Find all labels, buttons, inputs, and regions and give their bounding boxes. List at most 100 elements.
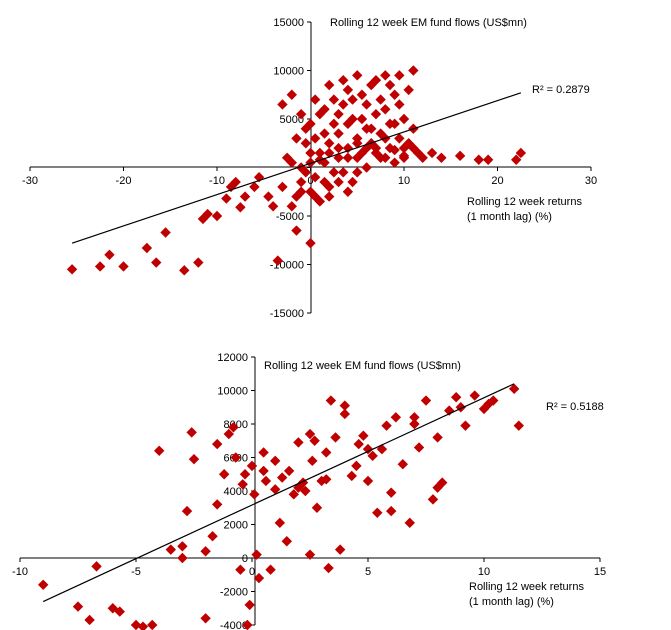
- chart-2-x-label-line-2: (1 month lag) (%): [469, 596, 554, 608]
- chart-1-data-point: [193, 257, 204, 268]
- chart-2-y-tick-label: 4000: [224, 486, 248, 498]
- chart-1-data-point: [230, 176, 241, 188]
- chart-1-data-point: [380, 104, 391, 115]
- chart-1-data-point: [309, 191, 321, 202]
- chart-1-y-tick-label: 10000: [273, 66, 304, 78]
- chart-2-data-point: [339, 400, 350, 411]
- chart-2-data-point: [413, 442, 425, 453]
- chart-1-data-point: [403, 84, 414, 96]
- chart-1-data-point: [221, 193, 232, 204]
- chart-2-data-point: [321, 447, 332, 458]
- chart-2-data-point: [246, 460, 258, 472]
- chart-1-data-point: [338, 75, 349, 86]
- chart-2-data-point: [409, 412, 420, 423]
- chart-1: -30-20-100102030150001000050000-5000-100…: [22, 17, 597, 320]
- chart-2-x-tick-label: 15: [594, 566, 606, 578]
- chart-1-data-point: [333, 108, 344, 120]
- chart-1-r-squared: R² = 0.2879: [532, 84, 590, 96]
- chart-1-data-point: [398, 142, 410, 154]
- chart-1-data-point: [342, 142, 354, 154]
- chart-1-data-point: [361, 162, 372, 173]
- chart-2-data-point: [207, 531, 218, 542]
- chart-1-data-point: [309, 94, 321, 105]
- chart-2-data-point: [367, 450, 378, 462]
- chart-1-data-point: [426, 147, 438, 159]
- chart-1-data-point: [295, 162, 307, 173]
- chart-2-y-tick-label: 12000: [217, 352, 248, 364]
- chart-2-x-tick-label: 5: [365, 566, 371, 578]
- chart-2-data-point: [244, 599, 255, 611]
- chart-2-data-point: [330, 432, 341, 443]
- chart-1-data-point: [380, 70, 391, 81]
- chart-1-data-point: [239, 191, 251, 202]
- chart-1-data-point: [309, 133, 321, 144]
- chart-2-data-point: [346, 470, 357, 482]
- chart-2-data-point: [283, 465, 295, 477]
- chart-2-data-point: [334, 544, 346, 555]
- chart-1-data-point: [370, 75, 382, 86]
- chart-2-data-point: [390, 412, 402, 423]
- chart-2-data-point: [323, 562, 334, 574]
- chart-1-data-point: [342, 118, 354, 130]
- chart-1-data-point: [295, 108, 307, 120]
- chart-1-data-point: [394, 99, 405, 110]
- chart-1-data-point: [417, 152, 428, 163]
- chart-1-title: Rolling 12 week EM fund flows (US$mn): [330, 17, 527, 29]
- chart-2-x-tick-label: -10: [12, 566, 28, 578]
- chart-1-data-point: [408, 142, 419, 154]
- chart-1-data-point: [389, 118, 400, 130]
- chart-2-data-point: [513, 420, 524, 431]
- chart-2-data-point: [351, 460, 362, 472]
- chart-1-data-point: [179, 265, 190, 276]
- chart-1-x-tick-label: 0: [307, 175, 313, 187]
- chart-1-data-point: [324, 138, 335, 149]
- chart-1-data-point: [333, 128, 344, 139]
- chart-2-data-point: [237, 479, 248, 490]
- chart-2-data-point: [177, 541, 188, 552]
- chart-1-y-tick-label: -15000: [270, 308, 304, 320]
- chart-1-data-point: [291, 225, 302, 236]
- chart-1-data-point: [305, 237, 316, 249]
- chart-1-data-point: [380, 152, 391, 163]
- chart-2-data-point: [427, 494, 439, 505]
- chart-1-data-point: [366, 79, 377, 91]
- chart-1-data-point: [333, 142, 344, 154]
- chart-1-data-point: [356, 89, 368, 100]
- chart-1-data-point: [342, 152, 354, 163]
- chart-1-x-tick-label: -10: [209, 175, 225, 187]
- chart-1-y-tick-label: -5000: [276, 211, 304, 223]
- chart-2-data-point: [450, 392, 462, 403]
- chart-1-data-point: [263, 191, 274, 202]
- chart-1-data-point: [104, 249, 115, 260]
- chart-2-data-point: [483, 398, 494, 410]
- chart-2-data-point: [265, 564, 276, 575]
- chart-1-data-point: [277, 99, 288, 110]
- chart-2-data-point: [381, 420, 392, 431]
- chart-1-data-point: [309, 172, 321, 183]
- chart-1-x-tick-label: 10: [398, 175, 410, 187]
- chart-2-x-tick-label: 10: [478, 566, 490, 578]
- chart-1-data-point: [267, 201, 279, 212]
- chart-2-data-point: [339, 408, 350, 420]
- chart-1-data-point: [305, 118, 316, 130]
- chart-1-data-point: [94, 261, 106, 272]
- chart-1-x-label-line-2: (1 month lag) (%): [467, 211, 552, 223]
- chart-2-data-point: [114, 606, 125, 617]
- chart-2-data-point: [84, 614, 95, 626]
- chart-1-data-point: [515, 147, 527, 159]
- chart-1-x-tick-label: -30: [22, 175, 38, 187]
- chart-2-data-point: [307, 455, 318, 467]
- chart-2-data-point: [212, 499, 223, 510]
- chart-2-data-point: [38, 579, 49, 590]
- chart-2-data-point: [353, 438, 364, 450]
- chart-2-data-point: [223, 428, 234, 440]
- chart-2-data-point: [251, 549, 262, 560]
- chart-1-data-point: [352, 152, 363, 163]
- chart-1-data-point: [286, 89, 297, 100]
- chart-2-x-tick-label: 0: [249, 566, 255, 578]
- chart-1-data-point: [347, 94, 358, 105]
- chart-2-data-point: [358, 430, 369, 441]
- chart-2-data-point: [72, 601, 84, 612]
- chart-2-y-tick-label: -2000: [220, 587, 248, 599]
- chart-2-data-point: [288, 489, 299, 500]
